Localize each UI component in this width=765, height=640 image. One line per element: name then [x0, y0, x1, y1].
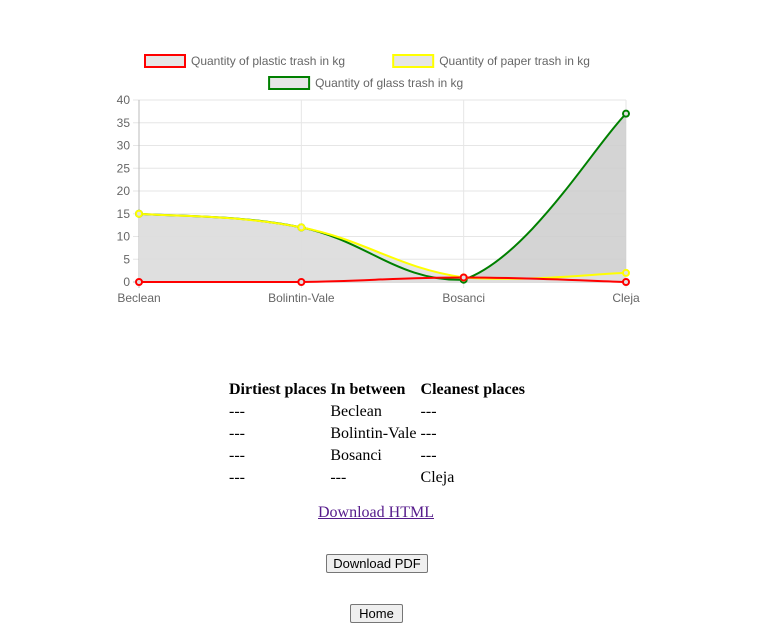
- places-table-container: Dirtiest places In between Cleanest plac…: [226, 378, 528, 490]
- chart-areas: [139, 113, 626, 283]
- legend-swatch: [144, 54, 186, 68]
- y-tick-label: 20: [117, 184, 131, 198]
- data-point: [622, 109, 630, 118]
- legend-label: Quantity of glass trash in kg: [315, 76, 463, 90]
- table-cell: ---: [420, 425, 437, 442]
- header-in-between: In between: [330, 381, 406, 398]
- y-tick-label: 10: [117, 230, 131, 244]
- table-row: --- Bolintin-Vale ---: [228, 424, 526, 444]
- table-cell: ---: [420, 447, 437, 464]
- table-cell: ---: [420, 403, 437, 420]
- chart-legend: Quantity of plastic trash in kg Quantity …: [144, 54, 590, 90]
- data-point: [297, 278, 306, 286]
- table-cell: Bolintin-Vale: [330, 425, 417, 442]
- table-row: --- Beclean ---: [228, 402, 526, 422]
- chart-points: [135, 109, 630, 286]
- series-line: [138, 276, 627, 284]
- table-cell: ---: [330, 469, 347, 486]
- table-row: --- --- Cleja: [228, 468, 526, 488]
- x-tick-label: Cleja: [612, 291, 640, 305]
- y-tick-label: 0: [123, 275, 130, 289]
- y-tick-label: 15: [117, 207, 131, 221]
- table-row: --- Bosanci ---: [228, 446, 526, 466]
- y-tick-label: 35: [117, 116, 131, 130]
- data-point: [135, 209, 143, 218]
- legend-label: Quantity of paper trash in kg: [439, 54, 590, 68]
- download-html-link[interactable]: Download HTML: [318, 504, 434, 521]
- y-tick-label: 25: [117, 161, 131, 175]
- series-area: [139, 213, 626, 282]
- table-cell: Bosanci: [330, 447, 382, 464]
- x-tick-label: Bosanci: [442, 291, 485, 305]
- download-html-container: Download HTML: [0, 504, 752, 522]
- table-cell: Beclean: [330, 403, 382, 420]
- table-cell: ---: [229, 469, 245, 486]
- chart-lines: [138, 112, 627, 284]
- data-point: [297, 223, 306, 232]
- header-dirtiest: Dirtiest places: [229, 381, 327, 398]
- download-pdf-button[interactable]: Download PDF: [326, 554, 428, 573]
- table-header-row: Dirtiest places In between Cleanest plac…: [228, 380, 526, 400]
- x-tick-label: Bolintin-Vale: [268, 291, 335, 305]
- data-point: [459, 273, 468, 282]
- table-cell: Cleja: [420, 469, 455, 486]
- x-tick-label: Beclean: [117, 291, 160, 305]
- data-point: [622, 268, 630, 277]
- header-cleanest: Cleanest places: [420, 381, 525, 398]
- data-point: [622, 278, 630, 286]
- legend-swatch: [268, 76, 311, 90]
- y-tick-label: 40: [117, 93, 131, 107]
- table-cell: ---: [229, 403, 245, 420]
- chart-ticks: 0 5 10 15 20 25 30 35 40 Beclean Bolintin-Vale Bosa…: [117, 93, 640, 305]
- trash-chart: Quantity of plastic trash in kg Quantity …: [117, 54, 640, 305]
- y-tick-label: 30: [117, 139, 131, 153]
- legend-label: Quantity of plastic trash in kg: [191, 54, 345, 68]
- data-point: [135, 278, 143, 286]
- places-table: Dirtiest places In between Cleanest plac…: [226, 378, 528, 490]
- home-button[interactable]: Home: [350, 604, 403, 623]
- table-cell: ---: [229, 425, 245, 442]
- y-tick-label: 5: [123, 252, 130, 266]
- legend-swatch: [392, 54, 435, 68]
- series-line: [138, 212, 627, 280]
- table-cell: ---: [229, 447, 245, 464]
